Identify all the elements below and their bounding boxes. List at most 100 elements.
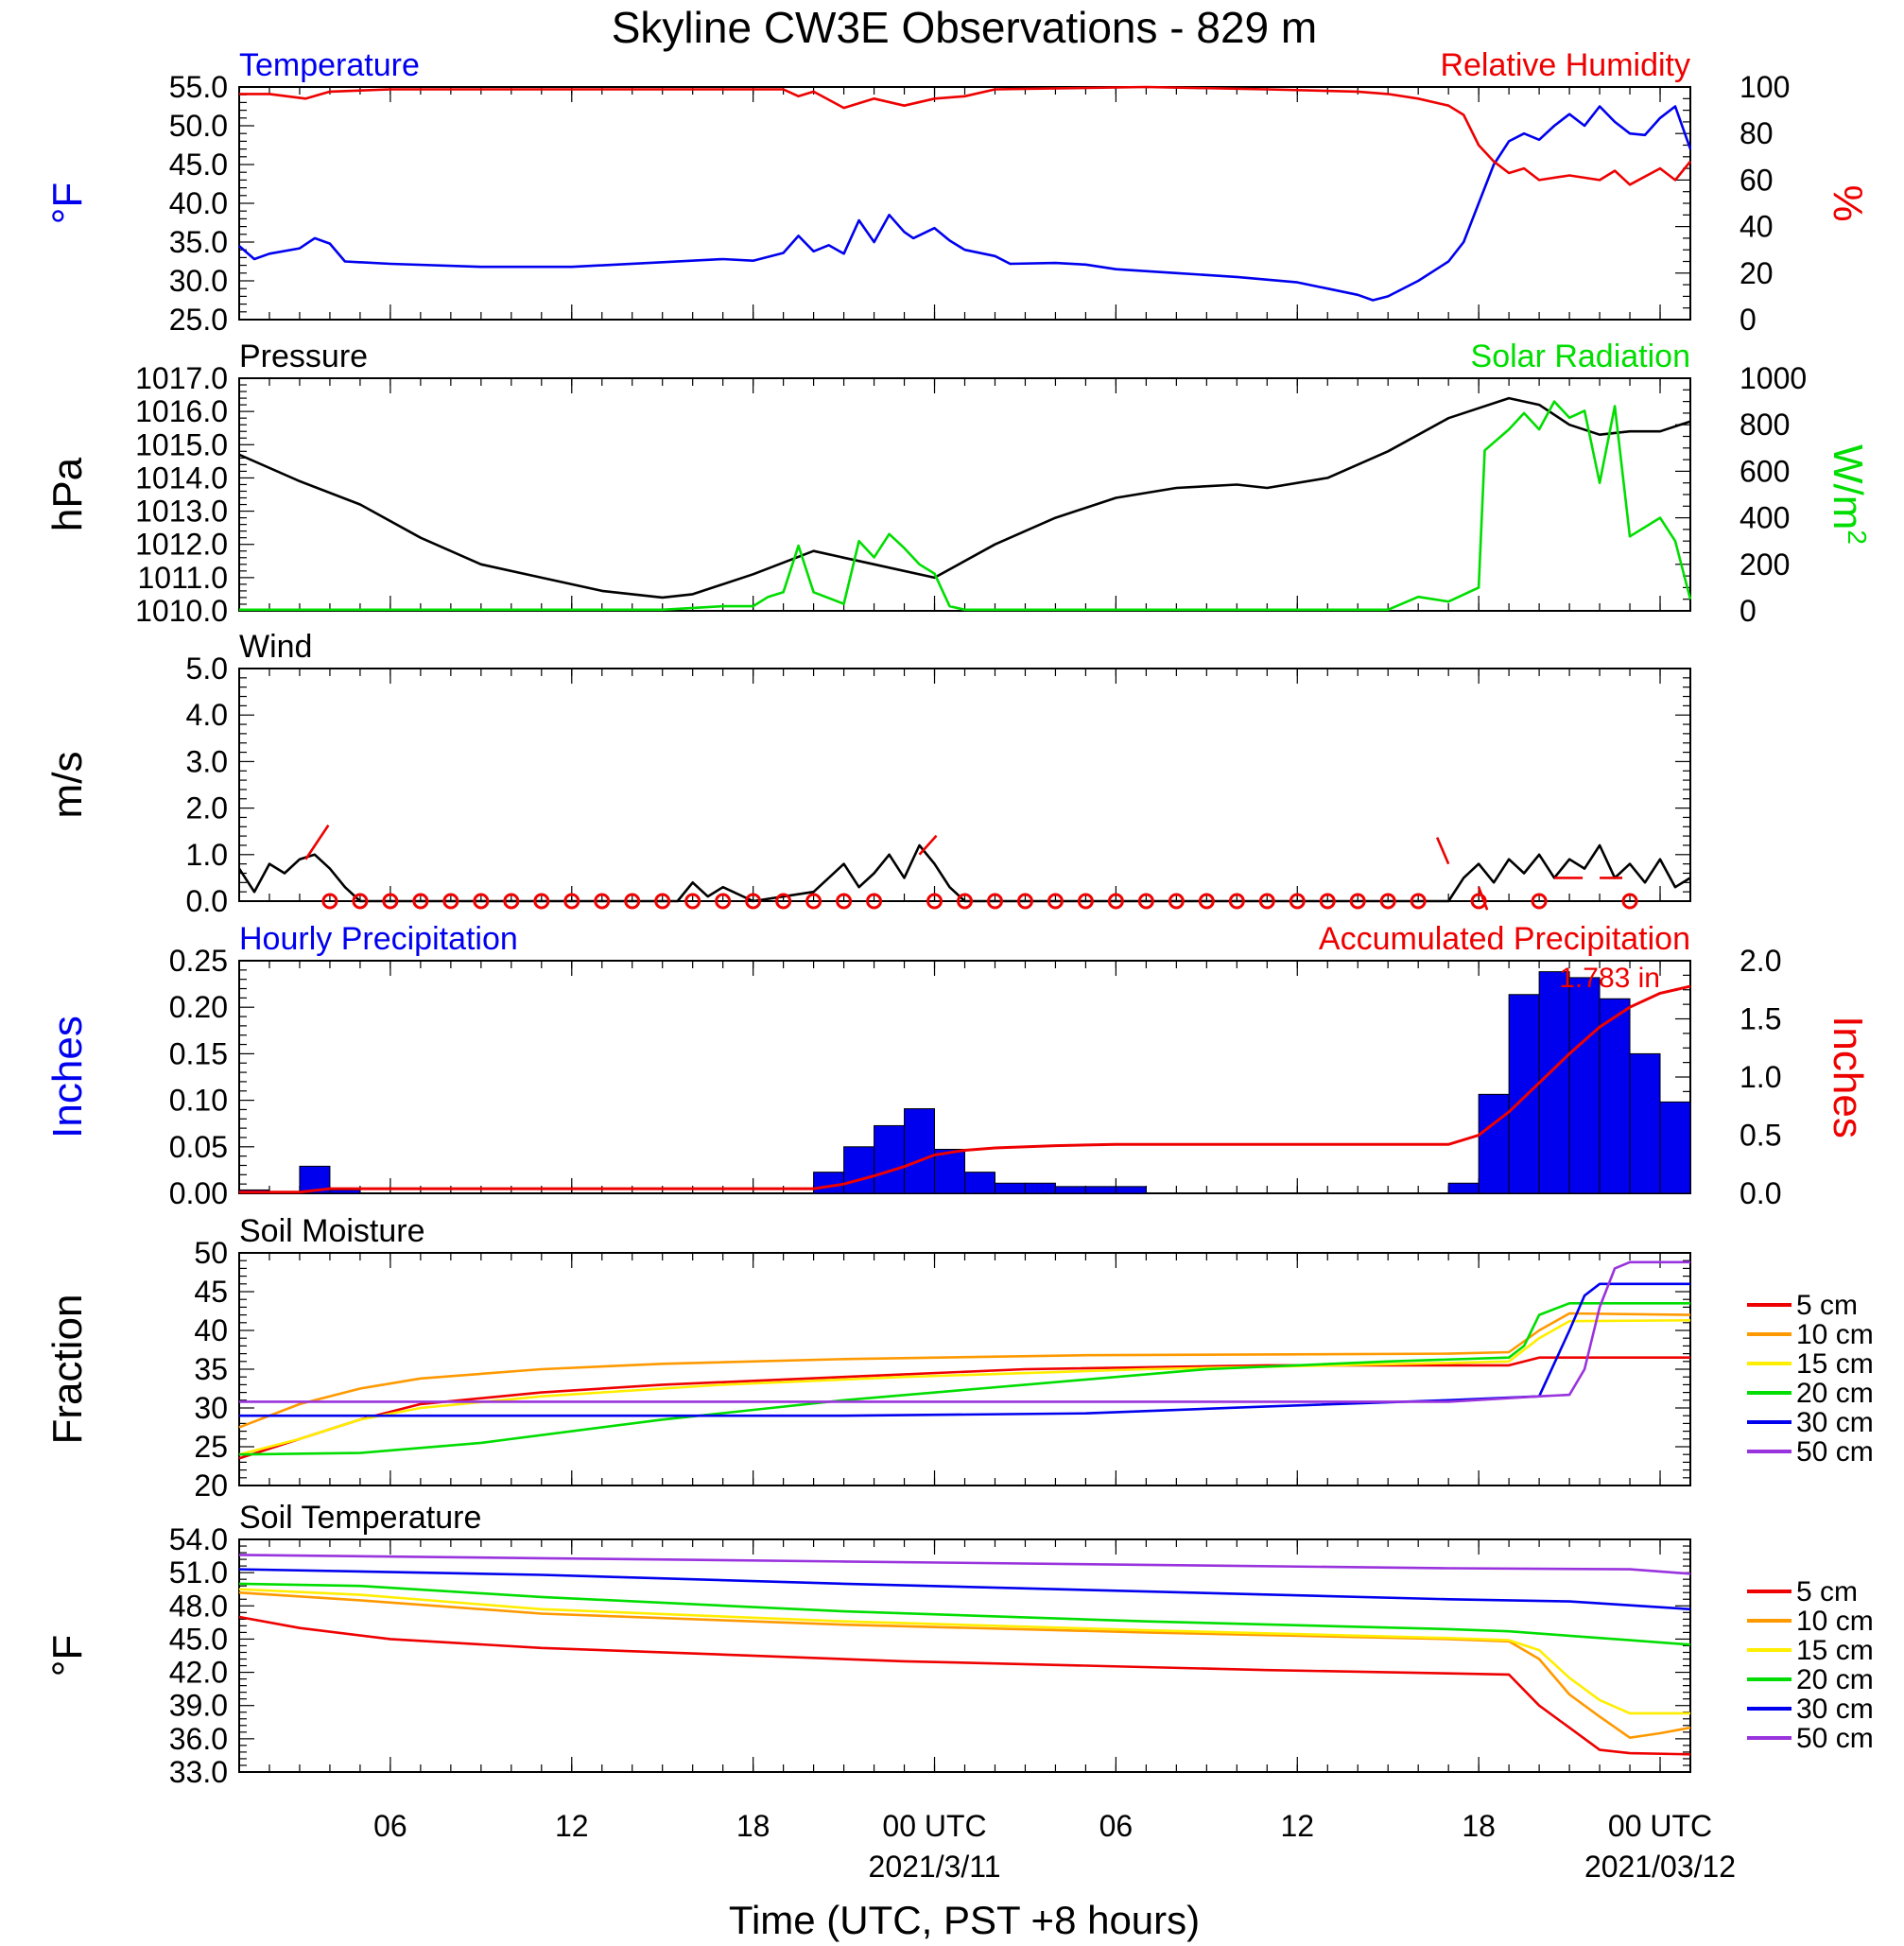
y-right-axis-label: W/m2 bbox=[1825, 444, 1873, 545]
panels-layer: 25.0 30.0 35.0 40.0 45.0 50.0 55.0 0 20 40 60 80 100… bbox=[44, 47, 1874, 1789]
panel-left-title: Wind bbox=[239, 629, 312, 665]
series-line-10cm bbox=[238, 1312, 1691, 1429]
y-right-tick-label: 80 bbox=[1740, 116, 1774, 150]
precip-bar bbox=[843, 1146, 875, 1194]
panel-precip: 0.00 0.05 0.10 0.15 0.20 0.25 0.0 0.5 1.0 1.5 2.0 H… bbox=[44, 921, 1871, 1210]
y-tick-label: 45.0 bbox=[169, 1622, 228, 1656]
calm-wind-marker bbox=[1228, 893, 1245, 910]
calm-wind-marker bbox=[805, 893, 822, 910]
calm-wind-marker bbox=[442, 893, 459, 910]
legend-label: 30 cm bbox=[1796, 1694, 1874, 1725]
calm-wind-marker bbox=[775, 893, 792, 910]
precip-bar bbox=[1508, 994, 1540, 1194]
precip-bar bbox=[1115, 1186, 1147, 1194]
panel-temp_rh: 25.0 30.0 35.0 40.0 45.0 50.0 55.0 0 20 40 60 80 100… bbox=[44, 47, 1871, 337]
panel-left-title: Soil Temperature bbox=[239, 1500, 481, 1536]
time-axis: 06 12 18 00 UTC 06 12 18 00 UTC 2021/3/11 2021/03… bbox=[373, 1809, 1736, 1884]
calm-wind-marker bbox=[473, 893, 490, 910]
x-axis-label: Time (UTC, PST +8 hours) bbox=[729, 1898, 1200, 1942]
y-tick-label: 20 bbox=[194, 1468, 228, 1503]
y-tick-label: 1010.0 bbox=[135, 594, 228, 628]
y-tick-label: 45 bbox=[194, 1275, 228, 1309]
calm-wind-marker bbox=[684, 893, 701, 910]
calm-wind-marker bbox=[1470, 893, 1487, 910]
y-tick-label: 30 bbox=[194, 1391, 228, 1425]
precip-bar bbox=[1629, 1052, 1661, 1194]
y-axis-label: Fraction bbox=[44, 1294, 91, 1445]
y-right-tick-label: 0.5 bbox=[1740, 1119, 1781, 1153]
calm-wind-marker bbox=[926, 893, 943, 910]
calm-wind-marker bbox=[412, 893, 429, 910]
calm-wind-marker bbox=[866, 893, 883, 910]
precip-bar bbox=[1478, 1093, 1510, 1194]
calm-wind-marker bbox=[745, 893, 762, 910]
precip-bar bbox=[874, 1124, 906, 1194]
x-date-label: 2021/3/11 bbox=[869, 1850, 1001, 1884]
calm-wind-marker bbox=[1137, 893, 1154, 910]
x-tick-label: 12 bbox=[555, 1809, 589, 1843]
panel-soil_temperature: 33.036.039.042.045.048.051.054.0 Soil Tem… bbox=[44, 1500, 1874, 1789]
y-tick-label: 25.0 bbox=[169, 303, 228, 337]
series-line-50cm bbox=[238, 1554, 1691, 1575]
y-tick-label: 1013.0 bbox=[135, 495, 228, 529]
y-tick-label: 36.0 bbox=[169, 1722, 228, 1756]
y-tick-label: 0.15 bbox=[169, 1036, 228, 1070]
y-tick-label: 0.05 bbox=[169, 1130, 228, 1164]
y-tick-label: 35 bbox=[194, 1352, 228, 1386]
precip-bar bbox=[1024, 1182, 1056, 1194]
y-axis-label: Inches bbox=[44, 1016, 91, 1138]
precip-bar bbox=[1447, 1182, 1480, 1194]
y-tick-label: 0.20 bbox=[169, 990, 228, 1024]
precip-bar bbox=[1659, 1101, 1691, 1194]
precip-bar bbox=[934, 1148, 965, 1194]
y-right-tick-label: 200 bbox=[1740, 547, 1790, 582]
panel-left-title: Hourly Precipitation bbox=[239, 921, 518, 957]
calm-wind-marker bbox=[1410, 893, 1427, 910]
y-right-tick-label: 0 bbox=[1740, 594, 1757, 628]
series-line-30cm bbox=[238, 1568, 1691, 1611]
calm-wind-marker bbox=[321, 893, 338, 910]
legend-label: 20 cm bbox=[1796, 1378, 1874, 1409]
y-tick-label: 3.0 bbox=[186, 744, 228, 778]
calm-wind-marker bbox=[1319, 893, 1336, 910]
legend-label: 15 cm bbox=[1796, 1348, 1874, 1380]
y-tick-label: 55.0 bbox=[169, 70, 228, 104]
y-right-tick-label: 600 bbox=[1740, 454, 1790, 488]
precip-bar bbox=[904, 1108, 936, 1194]
x-date-label: 2021/03/12 bbox=[1584, 1850, 1736, 1884]
panel-right-title: Solar Radiation bbox=[1471, 339, 1690, 374]
calm-wind-marker bbox=[352, 893, 369, 910]
y-tick-label: 0.10 bbox=[169, 1084, 228, 1118]
figure-title: Skyline CW3E Observations - 829 m bbox=[612, 3, 1318, 52]
calm-wind-marker bbox=[503, 893, 520, 910]
legend-label: 15 cm bbox=[1796, 1635, 1874, 1666]
y-axis-label: °F bbox=[44, 1635, 91, 1677]
calm-wind-marker bbox=[1077, 893, 1094, 910]
calm-wind-marker bbox=[654, 893, 671, 910]
panel-left-title: Soil Moisture bbox=[239, 1213, 425, 1249]
y-tick-label: 42.0 bbox=[169, 1656, 228, 1690]
y-right-axis-label: % bbox=[1825, 184, 1871, 221]
series-line bbox=[239, 85, 1692, 186]
panel-left-title: Pressure bbox=[239, 339, 368, 374]
y-right-axis-label: Inches bbox=[1825, 1016, 1871, 1138]
x-tick-label: 18 bbox=[736, 1809, 770, 1843]
legend-label: 5 cm bbox=[1796, 1576, 1858, 1607]
x-tick-label: 00 UTC bbox=[882, 1809, 986, 1843]
legend-label: 5 cm bbox=[1796, 1290, 1858, 1321]
y-tick-label: 1016.0 bbox=[135, 394, 228, 428]
precip-bar bbox=[813, 1172, 845, 1194]
wind-barb bbox=[304, 824, 330, 860]
calm-wind-marker bbox=[594, 893, 611, 910]
y-right-tick-label: 400 bbox=[1740, 501, 1790, 535]
series-line bbox=[238, 105, 1692, 302]
calm-wind-marker bbox=[624, 893, 641, 910]
y-tick-label: 1014.0 bbox=[135, 460, 228, 495]
calm-wind-marker bbox=[957, 893, 973, 910]
y-tick-label: 48.0 bbox=[169, 1589, 228, 1623]
calm-wind-marker bbox=[382, 893, 399, 910]
calm-wind-marker bbox=[1016, 893, 1033, 910]
y-right-tick-label: 60 bbox=[1740, 163, 1774, 197]
